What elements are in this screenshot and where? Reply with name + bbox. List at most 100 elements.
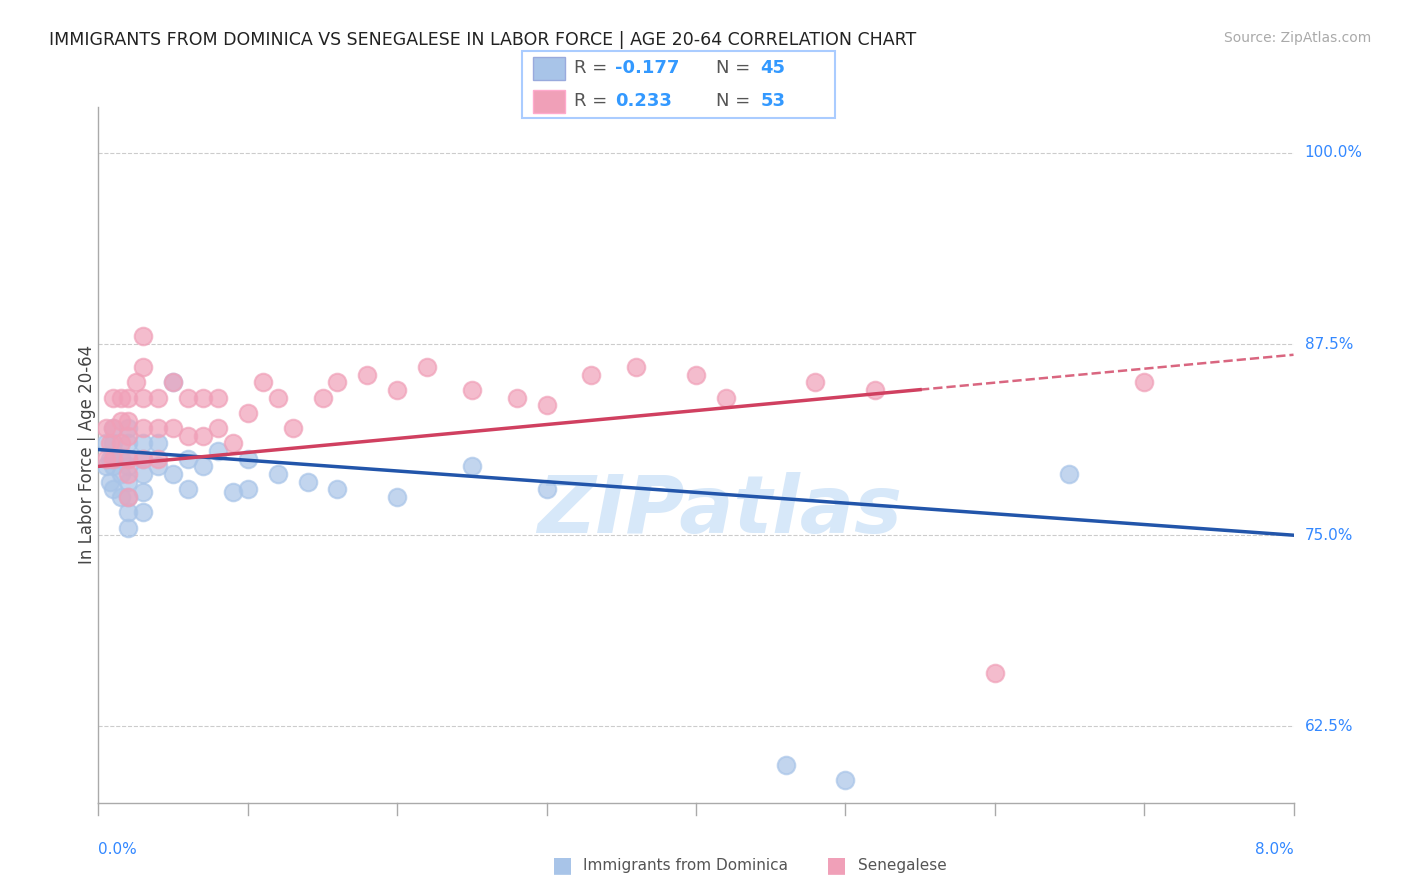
Point xyxy=(132,421,155,435)
Point xyxy=(148,391,170,405)
Point xyxy=(207,421,229,435)
Point xyxy=(103,459,125,474)
Text: IMMIGRANTS FROM DOMINICA VS SENEGALESE IN LABOR FORCE | AGE 20-64 CORRELATION CH: IMMIGRANTS FROM DOMINICA VS SENEGALESE I… xyxy=(49,31,917,49)
Text: R =: R = xyxy=(574,92,613,110)
Text: 75.0%: 75.0% xyxy=(1305,528,1353,542)
Y-axis label: In Labor Force | Age 20-64: In Labor Force | Age 20-64 xyxy=(79,345,96,565)
Point xyxy=(110,467,132,481)
Text: 62.5%: 62.5% xyxy=(1305,719,1353,734)
Point xyxy=(132,485,155,500)
Point xyxy=(162,467,184,481)
Text: 45: 45 xyxy=(761,60,786,78)
Text: Source: ZipAtlas.com: Source: ZipAtlas.com xyxy=(1223,31,1371,45)
Point xyxy=(103,451,125,466)
Point xyxy=(132,329,155,343)
Point xyxy=(148,436,170,450)
Point xyxy=(148,451,170,466)
Point xyxy=(94,451,117,466)
Point xyxy=(177,391,200,405)
Text: N =: N = xyxy=(716,60,756,78)
Point xyxy=(191,391,214,405)
Point xyxy=(117,391,139,405)
Point xyxy=(207,444,229,458)
Point xyxy=(385,490,409,504)
Point xyxy=(416,359,439,374)
Point xyxy=(162,376,184,390)
Point xyxy=(110,490,132,504)
Text: ■: ■ xyxy=(553,855,572,875)
Point xyxy=(252,376,274,390)
Point xyxy=(222,485,245,500)
Point xyxy=(863,383,886,397)
Point xyxy=(191,429,214,443)
Text: 0.233: 0.233 xyxy=(616,92,672,110)
Point xyxy=(117,413,139,427)
Point xyxy=(132,505,155,519)
Text: R =: R = xyxy=(574,60,613,78)
FancyBboxPatch shape xyxy=(522,51,835,119)
Point xyxy=(117,451,139,466)
Text: 53: 53 xyxy=(761,92,786,110)
Point xyxy=(110,413,132,427)
Point xyxy=(162,421,184,435)
Point xyxy=(536,398,558,412)
Point xyxy=(385,383,409,397)
Text: 100.0%: 100.0% xyxy=(1305,145,1362,161)
Point xyxy=(103,421,125,435)
Point xyxy=(117,505,139,519)
Point xyxy=(191,459,214,474)
Point xyxy=(177,483,200,497)
Text: N =: N = xyxy=(716,92,756,110)
Point xyxy=(311,391,333,405)
Text: 87.5%: 87.5% xyxy=(1305,336,1353,351)
Point xyxy=(326,483,349,497)
Point xyxy=(148,459,170,474)
Point xyxy=(98,451,122,466)
Point xyxy=(297,475,319,489)
Point xyxy=(236,451,259,466)
Point xyxy=(94,459,117,474)
Text: 0.0%: 0.0% xyxy=(98,842,138,856)
Point xyxy=(536,483,558,497)
Point xyxy=(103,436,125,450)
Point xyxy=(267,467,290,481)
Text: ZIPatlas: ZIPatlas xyxy=(537,472,903,549)
Point xyxy=(281,421,304,435)
Point xyxy=(117,467,139,481)
Point xyxy=(117,520,139,534)
FancyBboxPatch shape xyxy=(533,57,565,79)
Point xyxy=(581,368,603,382)
Point xyxy=(103,391,125,405)
Point xyxy=(132,359,155,374)
Point xyxy=(103,421,125,435)
Point xyxy=(461,459,484,474)
Point xyxy=(236,406,259,420)
Point xyxy=(148,421,170,435)
Point xyxy=(117,429,139,443)
Point xyxy=(685,368,707,382)
Point xyxy=(177,429,200,443)
Point xyxy=(1133,376,1156,390)
Point xyxy=(117,451,139,466)
Point xyxy=(506,391,529,405)
Text: -0.177: -0.177 xyxy=(616,60,679,78)
Point xyxy=(117,421,139,435)
Point xyxy=(117,475,139,489)
Point xyxy=(117,490,139,504)
Point xyxy=(461,383,484,397)
Text: ■: ■ xyxy=(827,855,846,875)
Point xyxy=(110,451,132,466)
Point xyxy=(222,436,245,450)
Point xyxy=(110,391,132,405)
Point xyxy=(983,665,1005,680)
Point xyxy=(624,359,647,374)
Point xyxy=(356,368,378,382)
Point xyxy=(117,459,139,474)
Point xyxy=(132,467,155,481)
Point xyxy=(98,436,122,450)
Text: Senegalese: Senegalese xyxy=(858,858,946,872)
Point xyxy=(117,436,139,450)
Point xyxy=(714,391,737,405)
Point xyxy=(162,376,184,390)
Point xyxy=(125,376,148,390)
